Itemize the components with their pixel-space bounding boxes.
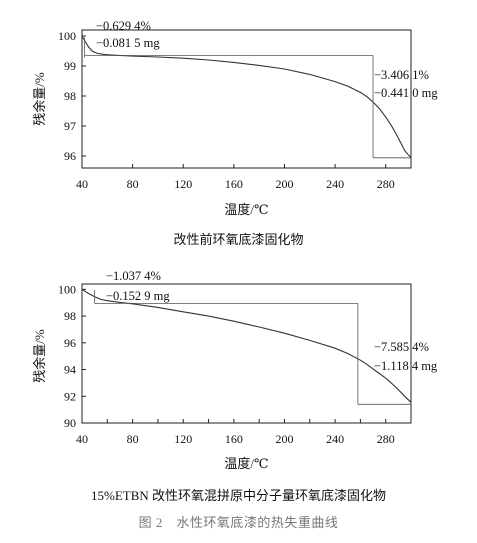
tga-curve (81, 35, 412, 159)
annotation-label: −0.081 5 mg (96, 36, 160, 50)
x-tick-label: 80 (127, 432, 139, 446)
y-tick-label: 97 (64, 119, 76, 133)
x-tick-label: 80 (127, 177, 139, 191)
x-axis-label: 温度/℃ (224, 456, 268, 471)
x-tick-label: 200 (275, 177, 293, 191)
y-tick-label: 96 (64, 149, 76, 163)
y-tick-label: 90 (64, 416, 76, 430)
annotation-label: −0.441 0 mg (374, 86, 438, 100)
y-tick-label: 99 (64, 59, 76, 73)
x-axis-label: 温度/℃ (224, 202, 268, 217)
annotation-label: −0.152 9 mg (106, 289, 170, 303)
y-tick-label: 100 (58, 29, 76, 43)
y-axis-label: 残余量/% (32, 329, 47, 383)
y-axis-label: 残余量/% (32, 72, 47, 126)
x-tick-label: 200 (275, 432, 293, 446)
annotation-label: −7.585 4% (374, 340, 429, 354)
chart-bottom-title: 15%ETBN 改性环氧混拼原中分子量环氧底漆固化物 (90, 488, 387, 503)
annotation-label: −0.629 4% (96, 19, 151, 33)
figure-caption: 图 2 水性环氧底漆的热失重曲线 (138, 515, 339, 530)
plot-frame (81, 29, 412, 169)
plot-frame (81, 283, 412, 424)
annotation-label: −1.037 4% (106, 269, 161, 283)
x-tick-label: 40 (76, 432, 88, 446)
annotation-label: −3.406 1% (374, 68, 429, 82)
y-tick-label: 96 (64, 336, 76, 350)
x-tick-label: 280 (377, 177, 395, 191)
chart-top: 40 80 120 160 200 240 280 96 97 98 99 100 温度/℃ 残余量/% −… (32, 19, 438, 217)
y-tick-label: 100 (58, 282, 76, 296)
chart-bottom: 40 80 120 160 200 240 280 90 92 94 96 98 100 温度/℃ 残余量/… (32, 269, 438, 471)
x-tick-label: 40 (76, 177, 88, 191)
annotation-label: −1.118 4 mg (374, 359, 438, 373)
y-tick-label: 98 (64, 89, 76, 103)
y-tick-label: 92 (64, 389, 76, 403)
y-tick-label: 94 (64, 363, 76, 377)
tga-curve (81, 288, 412, 403)
y-tick-label: 98 (64, 309, 76, 323)
x-tick-label: 160 (225, 432, 243, 446)
x-tick-label: 120 (174, 432, 192, 446)
x-tick-label: 120 (174, 177, 192, 191)
x-tick-label: 280 (377, 432, 395, 446)
x-tick-label: 160 (225, 177, 243, 191)
x-tick-label: 240 (326, 177, 344, 191)
chart-top-title: 改性前环氧底漆固化物 (173, 232, 304, 247)
x-tick-label: 240 (326, 432, 344, 446)
